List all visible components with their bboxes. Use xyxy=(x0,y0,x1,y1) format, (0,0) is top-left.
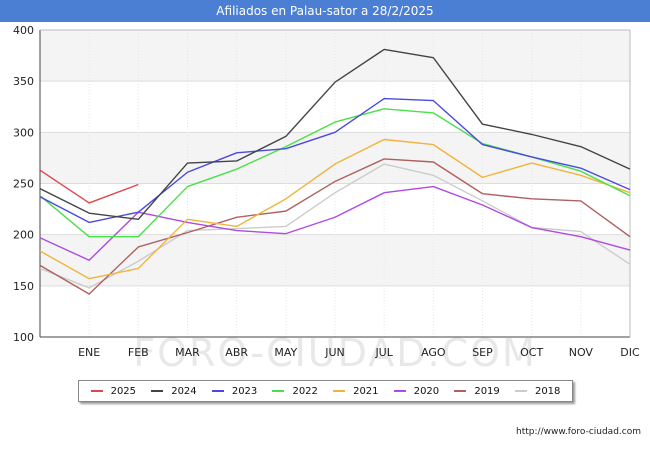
legend-item-2025: 2025 xyxy=(90,385,137,397)
x-tick-label: DIC xyxy=(620,346,640,359)
plot-band xyxy=(40,81,630,133)
x-tick-label: MAR xyxy=(175,346,200,359)
x-tick-label: MAY xyxy=(274,346,297,359)
x-tick-label: JUL xyxy=(374,346,393,359)
watermark: FORO-CIUDAD.COM xyxy=(133,331,537,375)
legend-item-2024: 2024 xyxy=(151,385,197,397)
x-tick-label: ENE xyxy=(78,346,100,359)
legend-swatch xyxy=(514,390,527,392)
legend-swatch xyxy=(151,390,164,392)
x-tick-labels: ENE FEB MAR ABR MAY JUN JUL AGO SEP OCT NOV DIC xyxy=(78,346,640,359)
series-lines xyxy=(39,48,631,295)
series-line-2024 xyxy=(39,48,631,221)
legend-item-2023: 2023 xyxy=(211,385,258,397)
axes xyxy=(39,29,631,338)
legend-item-2022: 2022 xyxy=(272,385,318,397)
legend-label: 2022 xyxy=(292,385,318,397)
legend-item-2019: 2019 xyxy=(454,385,500,397)
legend-swatch xyxy=(333,390,346,392)
plot-band xyxy=(40,30,630,82)
series-line-2019 xyxy=(39,158,631,295)
y-tick-label: 400 xyxy=(13,24,34,37)
x-tick-label: NOV xyxy=(569,346,594,359)
x-tick-label: ABR xyxy=(225,346,248,359)
plot-band xyxy=(40,132,630,184)
legend-item-2018: 2018 xyxy=(514,385,561,397)
legend-label: 2018 xyxy=(534,385,561,397)
x-tick-label: FEB xyxy=(128,346,149,359)
x-tick-label: OCT xyxy=(520,346,543,359)
series-line-2023 xyxy=(39,97,631,224)
series-line-2021 xyxy=(39,138,631,280)
legend-swatch xyxy=(272,390,285,392)
legend-item-2021: 2021 xyxy=(333,385,379,397)
legend-item-2020: 2020 xyxy=(393,385,440,397)
y-tick-labels: 100 150 200 250 300 350 400 xyxy=(13,24,34,344)
x-tick-label: JUN xyxy=(324,346,345,359)
legend-label: 2019 xyxy=(474,385,500,397)
legend-label: 2024 xyxy=(171,385,197,397)
y-tick-label: 200 xyxy=(13,229,34,242)
legend: 2025 2024 2023 2022 2021 2020 2019 2018 xyxy=(78,380,573,402)
plot-band xyxy=(40,285,630,337)
y-tick-label: 100 xyxy=(13,331,34,344)
legend-label: 2023 xyxy=(231,385,258,397)
legend-label: 2021 xyxy=(353,385,379,397)
source-url: http://www.foro-ciudad.com xyxy=(516,427,641,437)
x-tick-label: SEP xyxy=(472,346,493,359)
plot-background xyxy=(40,30,630,337)
plot-band xyxy=(40,183,630,235)
legend-swatch xyxy=(90,390,103,392)
legend-swatch xyxy=(393,390,406,392)
y-tick-label: 300 xyxy=(13,126,34,139)
legend-label: 2025 xyxy=(110,385,137,397)
chart-title: Afiliados en Palau-sator a 28/2/2025 xyxy=(0,0,650,22)
legend-label: 2020 xyxy=(413,385,440,397)
y-tick-label: 250 xyxy=(13,178,34,191)
legend-swatch xyxy=(454,390,467,392)
series-line-2025 xyxy=(39,169,139,204)
y-tick-label: 350 xyxy=(13,75,34,88)
x-tick-label: AGO xyxy=(421,346,446,359)
plot-band xyxy=(40,234,630,286)
y-tick-label: 150 xyxy=(13,280,34,293)
legend-swatch xyxy=(211,390,224,392)
